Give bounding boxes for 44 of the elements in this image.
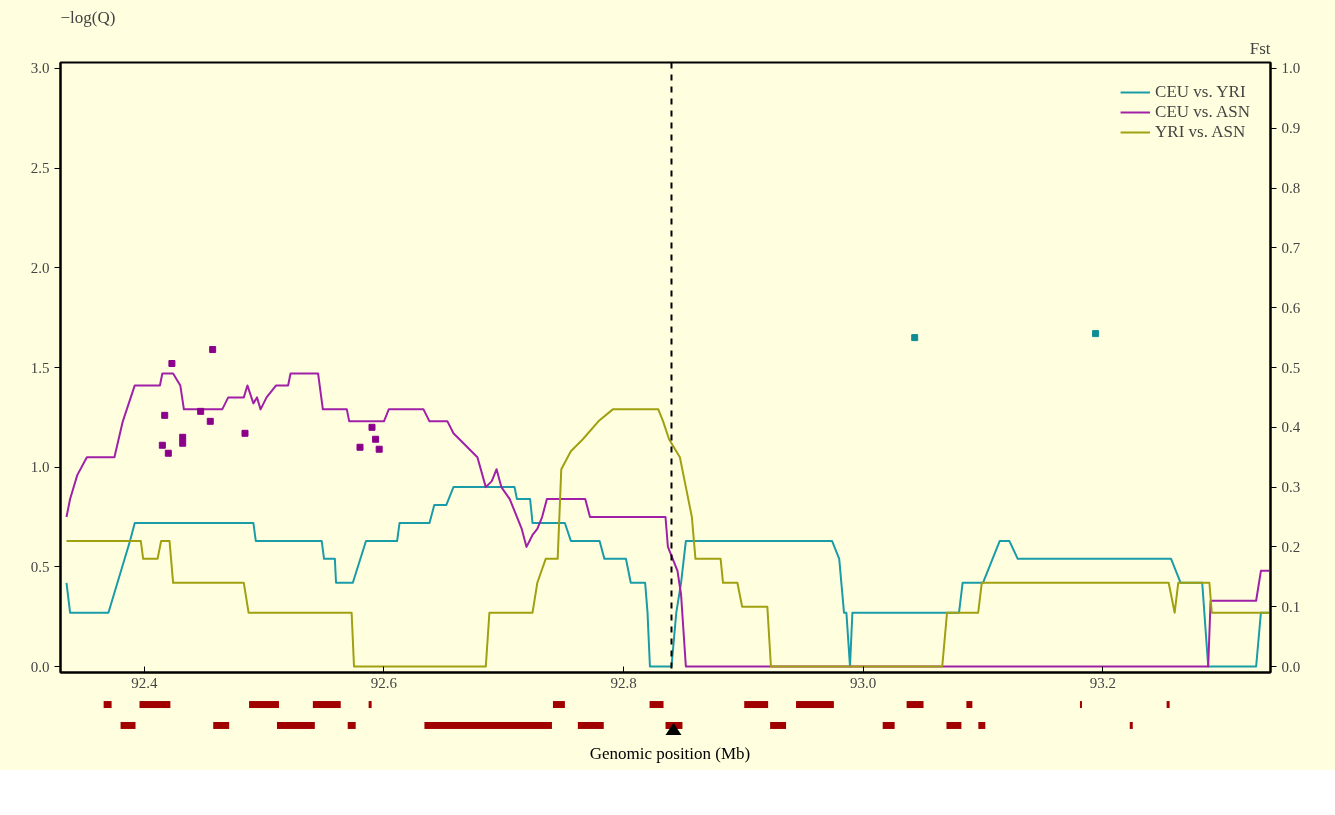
legend-label: CEU vs. ASN — [1155, 102, 1250, 122]
y2-tick-label: 0.1 — [1281, 598, 1301, 615]
point — [161, 411, 169, 419]
y2-tick-label: 0.2 — [1281, 538, 1301, 555]
y-tick-label: 3.0 — [30, 60, 50, 77]
point — [164, 449, 172, 457]
y2-tick-label: 0.8 — [1281, 180, 1301, 197]
legend-label: YRI vs. ASN — [1155, 122, 1246, 142]
point — [356, 443, 364, 451]
point — [372, 435, 380, 443]
y2-tick-label: 0.7 — [1281, 239, 1301, 256]
point — [206, 417, 214, 425]
point — [241, 429, 249, 437]
x-tick-label: 93.2 — [1089, 674, 1116, 691]
x-tick-label: 93.0 — [850, 674, 877, 691]
point — [197, 407, 205, 415]
y-tick-label: 0.5 — [30, 558, 50, 575]
y-tick-label: 2.5 — [30, 160, 50, 177]
y-tick-label: 2.0 — [30, 259, 50, 276]
y2-axis-title: Fst — [1249, 38, 1271, 58]
y2-tick-label: 0.9 — [1281, 120, 1301, 137]
x-tick-label: 92.6 — [370, 674, 398, 691]
point — [911, 334, 919, 342]
y-tick-label: 1.5 — [30, 359, 50, 376]
point — [179, 439, 187, 447]
x-tick-label: 92.8 — [610, 674, 637, 691]
x-axis-title: Genomic position (Mb) — [588, 743, 752, 766]
y2-tick-label: 0.4 — [1281, 419, 1301, 436]
legend-label: CEU vs. YRI — [1155, 82, 1246, 102]
y2-tick-label: 0.0 — [1281, 658, 1301, 675]
y-axis-title: −log(Q) — [60, 7, 116, 27]
y2-tick-label: 1.0 — [1281, 60, 1301, 77]
y2-tick-label: 0.3 — [1281, 479, 1301, 496]
point — [168, 360, 176, 368]
point — [209, 346, 217, 354]
point — [368, 423, 376, 431]
point — [158, 441, 166, 449]
y-tick-label: 1.0 — [30, 459, 50, 476]
y2-tick-label: 0.5 — [1281, 359, 1301, 376]
x-tick-label: 92.4 — [131, 674, 158, 691]
point — [375, 445, 383, 453]
y2-tick-label: 0.6 — [1281, 299, 1301, 316]
point — [1092, 330, 1100, 338]
y-tick-label: 0.0 — [30, 658, 50, 675]
